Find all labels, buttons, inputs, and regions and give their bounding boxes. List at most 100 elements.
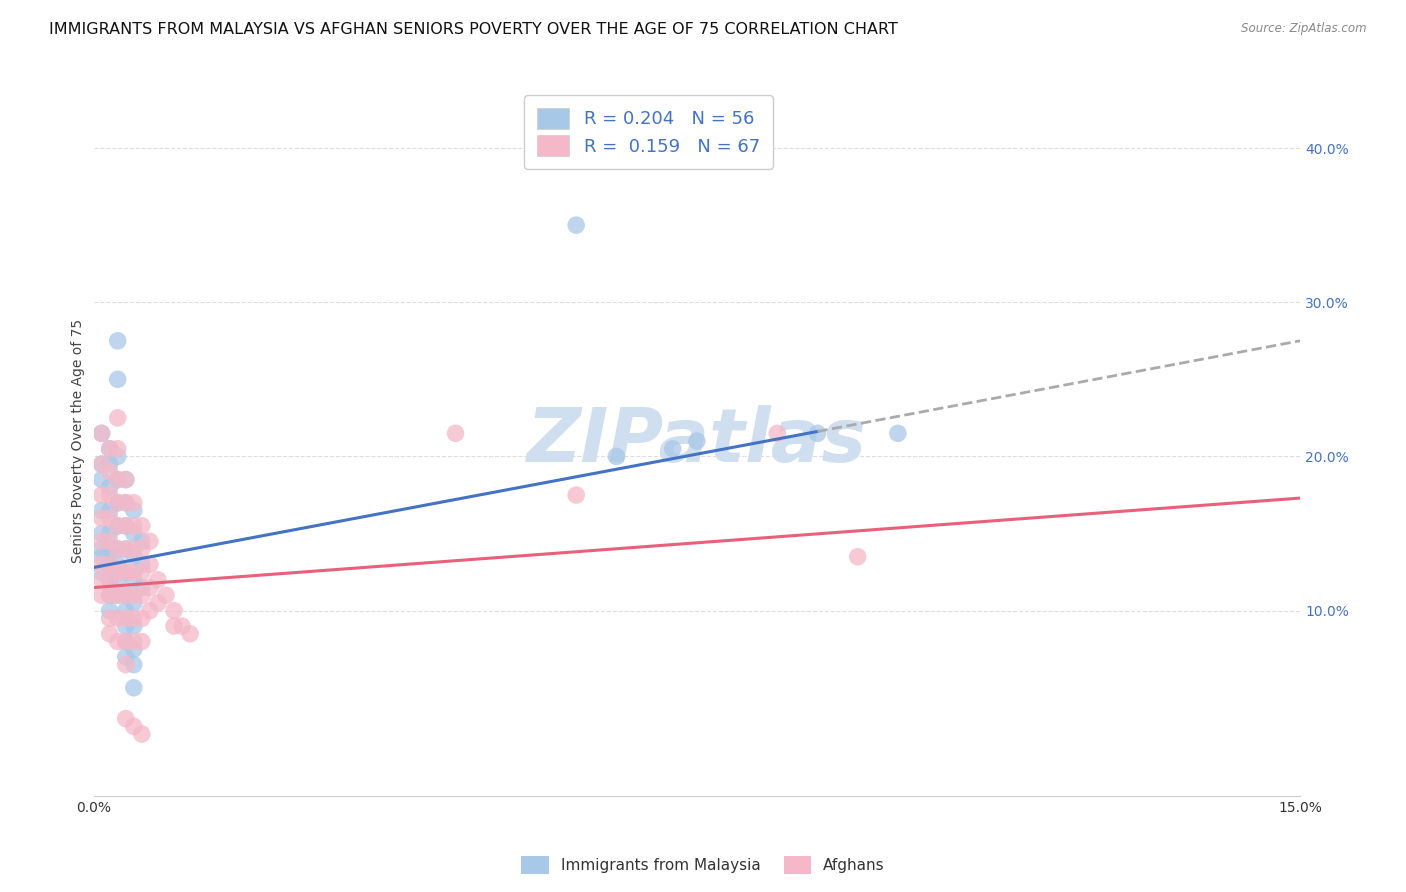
Point <box>114 634 136 648</box>
Point <box>155 588 177 602</box>
Point <box>98 457 121 471</box>
Text: Source: ZipAtlas.com: Source: ZipAtlas.com <box>1241 22 1367 36</box>
Point <box>131 541 153 556</box>
Point <box>122 496 145 510</box>
Point <box>179 627 201 641</box>
Point <box>107 473 129 487</box>
Point <box>90 488 112 502</box>
Point <box>114 496 136 510</box>
Point <box>114 519 136 533</box>
Point <box>107 634 129 648</box>
Point <box>170 619 193 633</box>
Point <box>98 526 121 541</box>
Point <box>98 558 121 572</box>
Point <box>114 611 136 625</box>
Point <box>90 573 112 587</box>
Point <box>114 473 136 487</box>
Point <box>139 558 162 572</box>
Point <box>114 634 136 648</box>
Point <box>114 565 136 579</box>
Point <box>122 719 145 733</box>
Point <box>98 604 121 618</box>
Point <box>565 218 588 232</box>
Point <box>98 573 121 587</box>
Point <box>107 519 129 533</box>
Point <box>806 426 828 441</box>
Text: IMMIGRANTS FROM MALAYSIA VS AFGHAN SENIORS POVERTY OVER THE AGE OF 75 CORRELATIO: IMMIGRANTS FROM MALAYSIA VS AFGHAN SENIO… <box>49 22 898 37</box>
Point <box>131 534 153 549</box>
Point <box>98 573 121 587</box>
Point <box>107 588 129 602</box>
Point <box>146 573 169 587</box>
Point <box>107 541 129 556</box>
Point <box>114 473 136 487</box>
Point <box>107 565 129 579</box>
Point <box>90 503 112 517</box>
Point <box>107 496 129 510</box>
Point <box>98 558 121 572</box>
Point <box>163 604 186 618</box>
Point <box>107 558 129 572</box>
Legend: Immigrants from Malaysia, Afghans: Immigrants from Malaysia, Afghans <box>515 850 891 880</box>
Point <box>98 534 121 549</box>
Point <box>98 611 121 625</box>
Point <box>107 519 129 533</box>
Point <box>846 549 869 564</box>
Point <box>114 541 136 556</box>
Point <box>122 681 145 695</box>
Point <box>90 534 112 549</box>
Point <box>131 727 153 741</box>
Point <box>565 488 588 502</box>
Point <box>107 442 129 456</box>
Point <box>122 541 145 556</box>
Point <box>122 611 145 625</box>
Point <box>444 426 467 441</box>
Point <box>122 657 145 672</box>
Point <box>107 372 129 386</box>
Point <box>163 619 186 633</box>
Point <box>122 619 145 633</box>
Point <box>90 588 112 602</box>
Point <box>107 473 129 487</box>
Text: ZIPatlas: ZIPatlas <box>527 405 868 477</box>
Point <box>98 503 121 517</box>
Point <box>686 434 709 448</box>
Point <box>766 426 789 441</box>
Point <box>114 657 136 672</box>
Point <box>98 442 121 456</box>
Point <box>114 588 136 602</box>
Point <box>122 642 145 657</box>
Point <box>90 511 112 525</box>
Point <box>90 473 112 487</box>
Point <box>107 496 129 510</box>
Point <box>114 519 136 533</box>
Point <box>139 604 162 618</box>
Point <box>122 519 145 533</box>
Point <box>107 611 129 625</box>
Point <box>90 549 112 564</box>
Point <box>139 581 162 595</box>
Point <box>114 604 136 618</box>
Point <box>107 450 129 464</box>
Point <box>131 565 153 579</box>
Point <box>90 541 112 556</box>
Point <box>146 596 169 610</box>
Point <box>98 541 121 556</box>
Point <box>131 611 153 625</box>
Point <box>90 558 112 572</box>
Point <box>98 442 121 456</box>
Point <box>131 588 153 602</box>
Point <box>114 565 136 579</box>
Point <box>90 457 112 471</box>
Point <box>107 573 129 587</box>
Point <box>122 503 145 517</box>
Point <box>98 488 121 502</box>
Point <box>122 573 145 587</box>
Point <box>122 526 145 541</box>
Point <box>107 334 129 348</box>
Point <box>114 541 136 556</box>
Point <box>131 634 153 648</box>
Point <box>90 526 112 541</box>
Point <box>122 596 145 610</box>
Point <box>90 457 112 471</box>
